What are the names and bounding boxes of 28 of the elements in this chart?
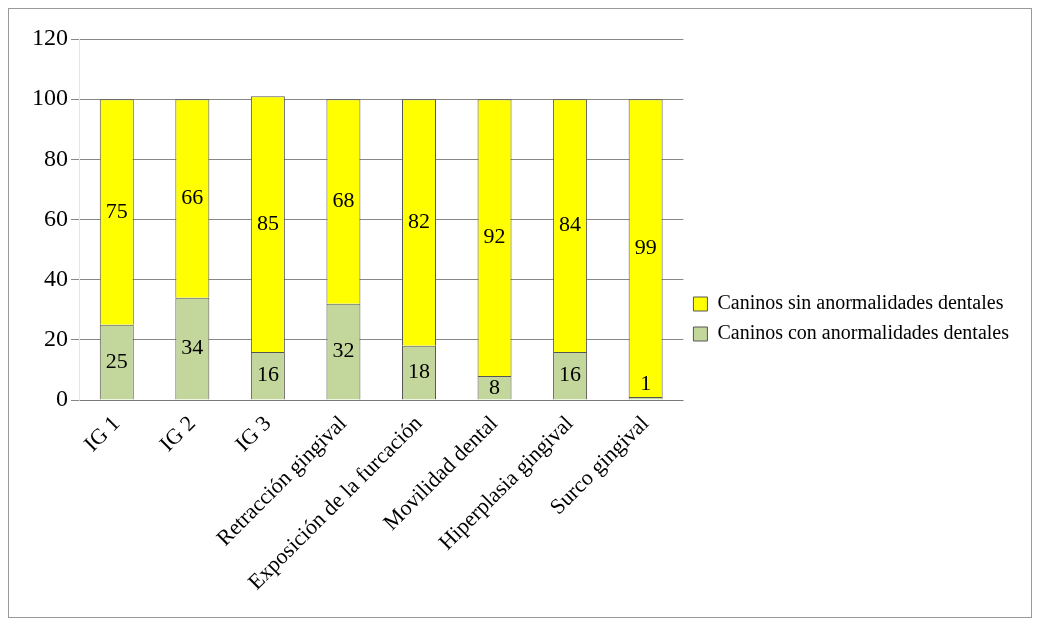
y-tick-label: 20 [44,325,68,352]
y-tick-label: 80 [44,144,68,171]
data-label: 32 [332,337,355,363]
data-label: 66 [181,184,204,210]
x-tick-label: IG 2 [154,410,200,457]
y-tick-label: 100 [32,84,68,111]
data-label: 99 [634,233,657,259]
legend-label: Caninos sin anormalidades dentales [717,291,1004,314]
y-tick-label: 0 [56,385,68,412]
x-tick-label: IG 1 [78,410,125,457]
data-label: 1 [640,369,652,395]
y-tick-label: 60 [44,204,68,231]
x-tick-label: IG 3 [229,410,276,457]
data-label: 25 [105,347,128,373]
y-tick-label: 120 [32,24,68,51]
y-tick-label: 40 [44,264,68,291]
data-label: 16 [559,361,582,387]
data-label: 82 [407,208,430,234]
data-label: 34 [181,334,204,360]
legend-label: Caninos con anormalidades dentales [717,321,1010,344]
data-label: 84 [559,211,582,237]
data-label: 8 [489,373,501,399]
data-label: 68 [332,187,355,213]
data-label: 75 [105,197,128,223]
data-label: 85 [256,209,279,235]
data-label: 16 [256,361,279,387]
data-label: 18 [407,358,430,384]
data-label: 92 [483,223,506,249]
